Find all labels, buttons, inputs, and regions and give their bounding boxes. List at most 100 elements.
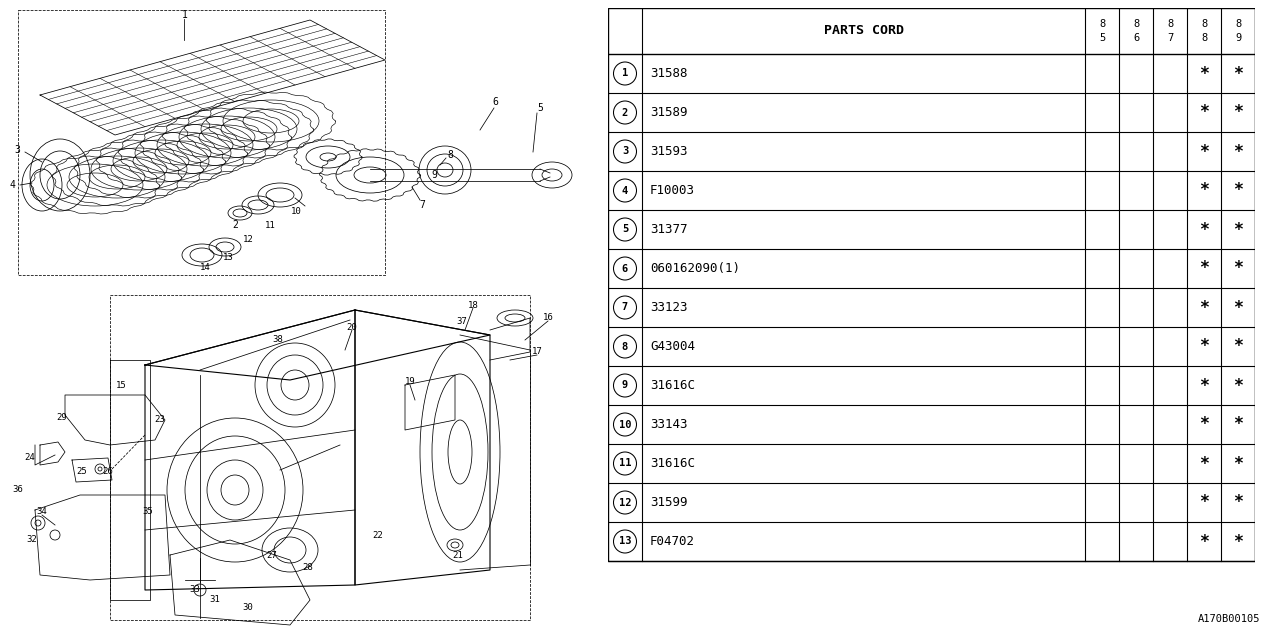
Text: 13: 13 bbox=[618, 536, 631, 547]
Text: 15: 15 bbox=[115, 381, 127, 390]
Text: *: * bbox=[1199, 415, 1210, 433]
Text: *: * bbox=[1233, 298, 1243, 317]
Text: 33: 33 bbox=[189, 586, 201, 595]
Text: *: * bbox=[1233, 259, 1243, 278]
Text: 31377: 31377 bbox=[650, 223, 687, 236]
Text: *: * bbox=[1199, 104, 1210, 122]
Text: A170B00105: A170B00105 bbox=[1198, 614, 1261, 624]
Text: *: * bbox=[1199, 221, 1210, 239]
Text: *: * bbox=[1233, 376, 1243, 394]
Text: 10: 10 bbox=[291, 207, 301, 216]
Text: 22: 22 bbox=[372, 531, 384, 540]
Text: *: * bbox=[1233, 454, 1243, 472]
Text: 32: 32 bbox=[27, 536, 37, 545]
Text: 8: 8 bbox=[1167, 19, 1174, 29]
Text: 8: 8 bbox=[1133, 19, 1139, 29]
Text: 31599: 31599 bbox=[650, 496, 687, 509]
Text: F10003: F10003 bbox=[650, 184, 695, 197]
Text: 4: 4 bbox=[9, 180, 15, 190]
Text: *: * bbox=[1199, 532, 1210, 550]
Text: *: * bbox=[1233, 104, 1243, 122]
Text: F04702: F04702 bbox=[650, 535, 695, 548]
Text: 29: 29 bbox=[56, 413, 68, 422]
Text: *: * bbox=[1233, 415, 1243, 433]
Text: 2: 2 bbox=[622, 108, 628, 118]
Text: *: * bbox=[1199, 143, 1210, 161]
Text: 37: 37 bbox=[457, 317, 467, 326]
Text: *: * bbox=[1233, 65, 1243, 83]
Text: 31589: 31589 bbox=[650, 106, 687, 119]
Text: 3: 3 bbox=[622, 147, 628, 157]
Text: 8: 8 bbox=[1201, 33, 1207, 43]
Text: 1: 1 bbox=[182, 10, 188, 20]
Text: 12: 12 bbox=[243, 236, 253, 244]
Text: *: * bbox=[1233, 493, 1243, 511]
Text: 38: 38 bbox=[273, 335, 283, 344]
Text: 31: 31 bbox=[210, 595, 220, 605]
Text: 33123: 33123 bbox=[650, 301, 687, 314]
Text: 060162090(1): 060162090(1) bbox=[650, 262, 740, 275]
Text: 9: 9 bbox=[622, 381, 628, 390]
Text: *: * bbox=[1199, 376, 1210, 394]
Text: G43004: G43004 bbox=[650, 340, 695, 353]
Text: 8: 8 bbox=[622, 342, 628, 351]
Text: 6: 6 bbox=[622, 264, 628, 273]
Text: *: * bbox=[1199, 65, 1210, 83]
Text: 5: 5 bbox=[1098, 33, 1105, 43]
Text: 28: 28 bbox=[302, 563, 314, 573]
Text: 7: 7 bbox=[622, 303, 628, 312]
Text: *: * bbox=[1199, 337, 1210, 355]
Text: 1: 1 bbox=[622, 68, 628, 79]
Text: 31616C: 31616C bbox=[650, 457, 695, 470]
Text: *: * bbox=[1199, 493, 1210, 511]
Text: 21: 21 bbox=[453, 550, 463, 559]
Text: 7: 7 bbox=[1167, 33, 1174, 43]
Text: 36: 36 bbox=[13, 486, 23, 495]
Text: 2: 2 bbox=[232, 220, 238, 230]
Text: *: * bbox=[1233, 532, 1243, 550]
Text: 3: 3 bbox=[14, 145, 20, 155]
Text: 5: 5 bbox=[538, 103, 543, 113]
Text: *: * bbox=[1233, 337, 1243, 355]
Text: 6: 6 bbox=[1133, 33, 1139, 43]
Text: 5: 5 bbox=[622, 225, 628, 234]
Text: *: * bbox=[1199, 182, 1210, 200]
Text: 25: 25 bbox=[77, 467, 87, 477]
Text: 18: 18 bbox=[467, 301, 479, 310]
Text: 33143: 33143 bbox=[650, 418, 687, 431]
Text: 35: 35 bbox=[142, 508, 154, 516]
Text: 19: 19 bbox=[404, 378, 416, 387]
Text: 8: 8 bbox=[1235, 19, 1242, 29]
Text: 34: 34 bbox=[37, 508, 47, 516]
Text: 24: 24 bbox=[24, 454, 36, 463]
Text: 12: 12 bbox=[618, 497, 631, 508]
Text: 30: 30 bbox=[243, 604, 253, 612]
Text: 13: 13 bbox=[223, 253, 233, 262]
Text: 14: 14 bbox=[200, 262, 210, 271]
Text: PARTS CORD: PARTS CORD bbox=[823, 24, 904, 38]
Text: 7: 7 bbox=[419, 200, 425, 210]
Text: 20: 20 bbox=[347, 323, 357, 332]
Text: 23: 23 bbox=[155, 415, 165, 424]
Text: 8: 8 bbox=[447, 150, 453, 160]
Text: 9: 9 bbox=[431, 170, 436, 180]
Text: 8: 8 bbox=[1098, 19, 1105, 29]
Text: *: * bbox=[1233, 143, 1243, 161]
Text: *: * bbox=[1199, 298, 1210, 317]
Text: *: * bbox=[1233, 182, 1243, 200]
Text: 17: 17 bbox=[531, 348, 543, 356]
Text: 6: 6 bbox=[492, 97, 498, 107]
Text: *: * bbox=[1199, 259, 1210, 278]
Text: 27: 27 bbox=[266, 550, 278, 559]
Text: *: * bbox=[1233, 221, 1243, 239]
Text: 31616C: 31616C bbox=[650, 379, 695, 392]
Text: 16: 16 bbox=[543, 314, 553, 323]
Text: *: * bbox=[1199, 454, 1210, 472]
Text: 26: 26 bbox=[102, 467, 114, 477]
Text: 11: 11 bbox=[618, 458, 631, 468]
Text: 8: 8 bbox=[1201, 19, 1207, 29]
Text: 31593: 31593 bbox=[650, 145, 687, 158]
Text: 9: 9 bbox=[1235, 33, 1242, 43]
Text: 11: 11 bbox=[265, 221, 275, 230]
Text: 31588: 31588 bbox=[650, 67, 687, 80]
